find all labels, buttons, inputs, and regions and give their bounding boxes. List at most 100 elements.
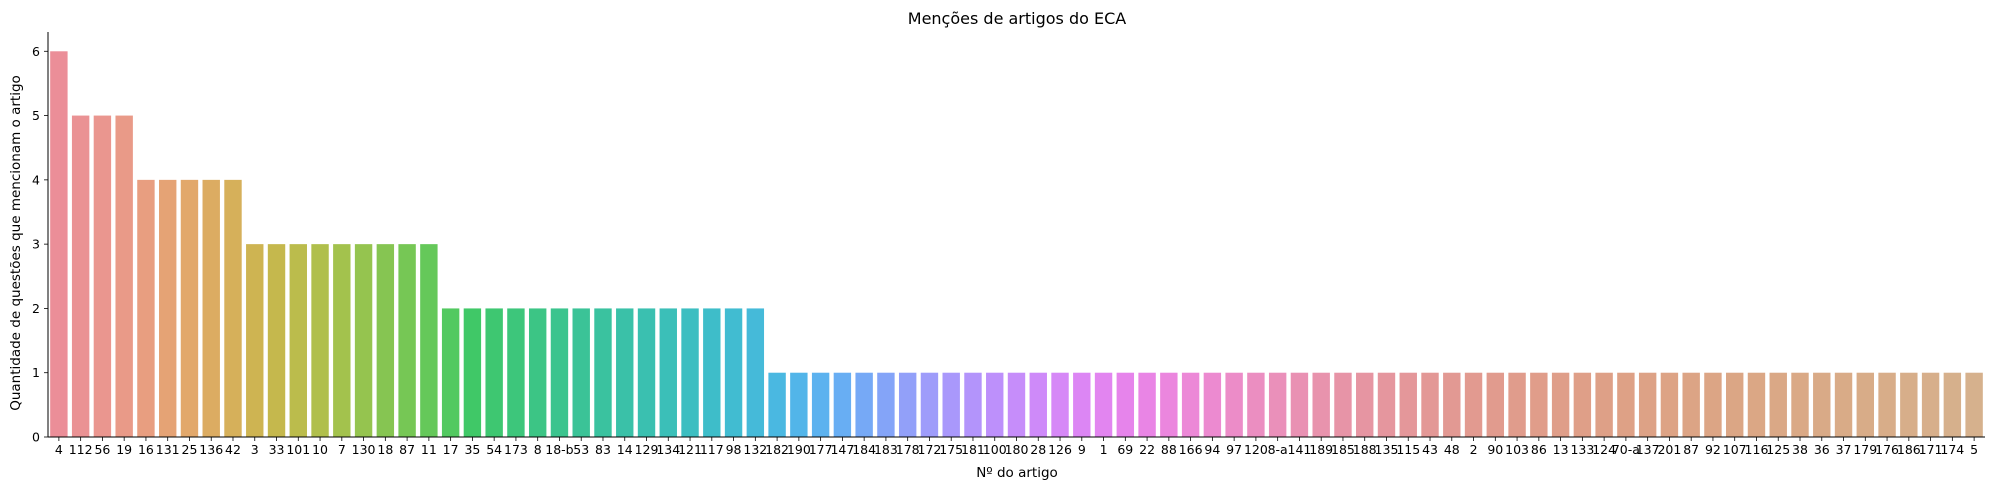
y-tick-label: 6: [32, 44, 40, 59]
x-tick-label: 120: [1244, 442, 1268, 457]
bar-2: [93, 115, 112, 437]
bar-5: [159, 179, 177, 438]
bar-36: [833, 372, 852, 437]
x-tick-label: 172: [918, 442, 942, 457]
x-axis-title: Nº do artigo: [976, 465, 1058, 481]
x-tick-label: 147: [830, 442, 854, 457]
x-tick-label: 103: [1505, 442, 1529, 457]
bar-76: [1704, 372, 1722, 437]
x-tick-label: 36: [1814, 442, 1830, 457]
bar-54: [1225, 372, 1243, 437]
bar-34: [790, 372, 808, 437]
bar-72: [1617, 372, 1635, 437]
x-tick-label: 126: [1048, 442, 1072, 457]
x-tick-label: 181: [961, 442, 985, 457]
x-tick-label: 131: [156, 442, 180, 457]
bar-47: [1073, 372, 1091, 437]
bar-14: [354, 244, 373, 437]
x-tick-label: 188: [1353, 442, 1377, 457]
bar-17: [420, 244, 438, 437]
bar-44: [1007, 372, 1026, 437]
y-tick-label: 2: [32, 301, 40, 316]
y-tick-label: 4: [32, 172, 40, 187]
bar-48: [1094, 372, 1113, 437]
x-tick-label: 7: [338, 442, 346, 457]
bar-58: [1312, 372, 1330, 437]
bar-8: [224, 179, 242, 438]
x-tick-label: 42: [225, 442, 241, 457]
bar-78: [1747, 372, 1766, 437]
x-tick-label: 174: [1940, 442, 1964, 457]
x-tick-label: 4: [55, 442, 63, 457]
bar-88: [1965, 372, 1983, 437]
bar-63: [1421, 372, 1439, 437]
bar-24: [572, 308, 590, 437]
x-tick-label: 124: [1592, 442, 1616, 457]
x-tick-label: 132: [743, 442, 767, 457]
x-tick-label: 38: [1792, 442, 1808, 457]
bar-83: [1856, 372, 1874, 437]
x-tick-label: 117: [700, 442, 724, 457]
y-tick-label: 3: [32, 237, 40, 252]
x-tick-label: 14: [617, 442, 633, 457]
x-tick-label: 133: [1570, 442, 1594, 457]
x-tick-label: 2: [1470, 442, 1478, 457]
x-tick-label: 37: [1836, 442, 1852, 457]
x-tick-label: 134: [656, 442, 680, 457]
bar-7: [202, 179, 220, 438]
bar-61: [1377, 372, 1396, 437]
bar-79: [1769, 372, 1787, 437]
bar-65: [1464, 372, 1483, 437]
bar-60: [1356, 372, 1374, 437]
bar-52: [1181, 372, 1200, 437]
y-tick-label: 5: [32, 108, 40, 123]
x-tick-label: 94: [1204, 442, 1220, 457]
x-tick-label: 69: [1117, 442, 1133, 457]
bar-37: [855, 372, 873, 437]
x-tick-label: 186: [1897, 442, 1921, 457]
x-tick-label: 13: [1553, 442, 1569, 457]
bar-40: [920, 372, 939, 437]
bar-1: [71, 115, 90, 437]
bar-70: [1573, 372, 1592, 437]
bar-3: [115, 115, 133, 437]
bar-81: [1813, 372, 1831, 437]
bar-23: [550, 308, 569, 437]
x-tick-label: 130: [352, 442, 376, 457]
x-tick-label: 180: [1005, 442, 1029, 457]
x-tick-label: 17: [443, 442, 459, 457]
bar-51: [1160, 372, 1178, 437]
bar-42: [964, 372, 982, 437]
x-tick-label: 87: [1683, 442, 1699, 457]
x-tick-label: 43: [1422, 442, 1438, 457]
y-tick-label: 1: [32, 365, 40, 380]
bar-64: [1443, 372, 1461, 437]
x-tick-label: 137: [1636, 442, 1660, 457]
x-tick-label: 90: [1487, 442, 1503, 457]
bar-69: [1551, 372, 1570, 437]
bar-18: [441, 308, 460, 437]
x-tick-label: 121: [678, 442, 702, 457]
bar-13: [333, 244, 351, 437]
bar-9: [246, 244, 264, 437]
x-tick-label: 35: [464, 442, 480, 457]
bar-31: [724, 308, 743, 437]
x-tick-label: 179: [1853, 442, 1877, 457]
bar-67: [1508, 372, 1526, 437]
x-tick-label: 86: [1531, 442, 1547, 457]
x-tick-label: 189: [1309, 442, 1333, 457]
bar-20: [485, 308, 503, 437]
bar-22: [528, 308, 547, 437]
bar-50: [1138, 372, 1156, 437]
bar-35: [811, 372, 830, 437]
x-tick-label: 18-b: [545, 442, 573, 457]
x-tick-label: 1: [1100, 442, 1108, 457]
x-tick-label: 112: [69, 442, 93, 457]
bar-55: [1247, 372, 1265, 437]
bar-43: [986, 372, 1004, 437]
bar-62: [1399, 372, 1417, 437]
x-tick-label: 25: [182, 442, 198, 457]
bar-39: [898, 372, 917, 437]
